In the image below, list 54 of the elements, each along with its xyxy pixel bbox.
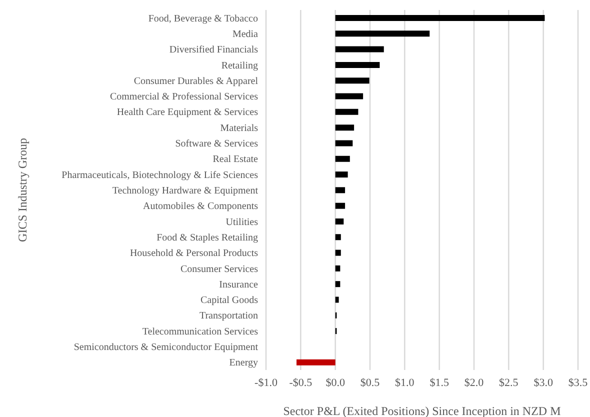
y-tick-label: Capital Goods (200, 295, 258, 306)
bar (335, 108, 358, 115)
bar (335, 202, 346, 209)
y-tick-label: Utilities (226, 216, 258, 228)
y-tick-label: Pharmaceuticals, Biotechnology & Life Sciences (62, 170, 258, 181)
y-tick-label: Insurance (219, 279, 259, 290)
bar (335, 265, 340, 272)
y-tick-label: Transportation (199, 310, 258, 322)
y-tick-label: Technology Hardware & Equipment (112, 186, 258, 196)
bar (335, 218, 344, 224)
y-tick-label: Diversified Financials (169, 44, 258, 56)
x-tick-label: -$1.0 (254, 376, 278, 389)
y-tick-label: Retailing (221, 60, 258, 72)
x-tick-label: $3.0 (534, 376, 554, 389)
y-tick-label: Food & Staples Retailing (156, 232, 258, 244)
bar (335, 46, 384, 52)
y-tick-label: Software & Services (175, 138, 258, 150)
y-axis-title: GICS Industry Group (15, 138, 30, 242)
bar (335, 93, 364, 100)
bar (335, 30, 430, 37)
y-tick-label: Commercial & Professional Services (110, 92, 258, 103)
y-tick-label: Consumer Services (180, 264, 258, 275)
bar (335, 124, 354, 131)
bar (335, 78, 370, 84)
x-tick-label: $1.5 (430, 376, 450, 389)
bar (335, 234, 341, 240)
x-tick-label: $2.0 (464, 376, 484, 389)
x-tick-label: -$0.5 (289, 376, 313, 389)
y-tick-label: Household & Personal Products (130, 248, 258, 260)
bar (335, 296, 339, 303)
y-tick-label: Real Estate (212, 154, 259, 166)
y-tick-label: Materials (220, 122, 258, 134)
bar (335, 172, 348, 178)
x-tick-label: $3.5 (568, 376, 588, 389)
y-tick-label: Automobiles & Components (143, 201, 258, 212)
y-tick-label: Telecommunication Services (142, 326, 258, 338)
y-tick-label: Media (232, 28, 259, 40)
bar (335, 156, 350, 162)
x-tick-label: $0.0 (326, 376, 346, 389)
y-tick-label: Food, Beverage & Tobacco (148, 13, 258, 24)
y-tick-label: Energy (229, 358, 258, 369)
y-tick-label: Consumer Durables & Apparel (134, 76, 258, 87)
bar (335, 281, 340, 288)
x-tick-label: $1.0 (395, 376, 415, 389)
bar (335, 62, 380, 68)
x-tick-label: $0.5 (360, 376, 380, 389)
y-tick-label: Health Care Equipment & Services (116, 107, 258, 118)
bar (296, 359, 336, 366)
bar (335, 140, 353, 146)
y-tick-label: Semiconductors & Semiconductor Equipment (74, 342, 258, 354)
x-tick-label: $2.5 (499, 376, 519, 389)
bar (335, 250, 341, 256)
bar (335, 187, 346, 194)
bar (335, 15, 545, 21)
